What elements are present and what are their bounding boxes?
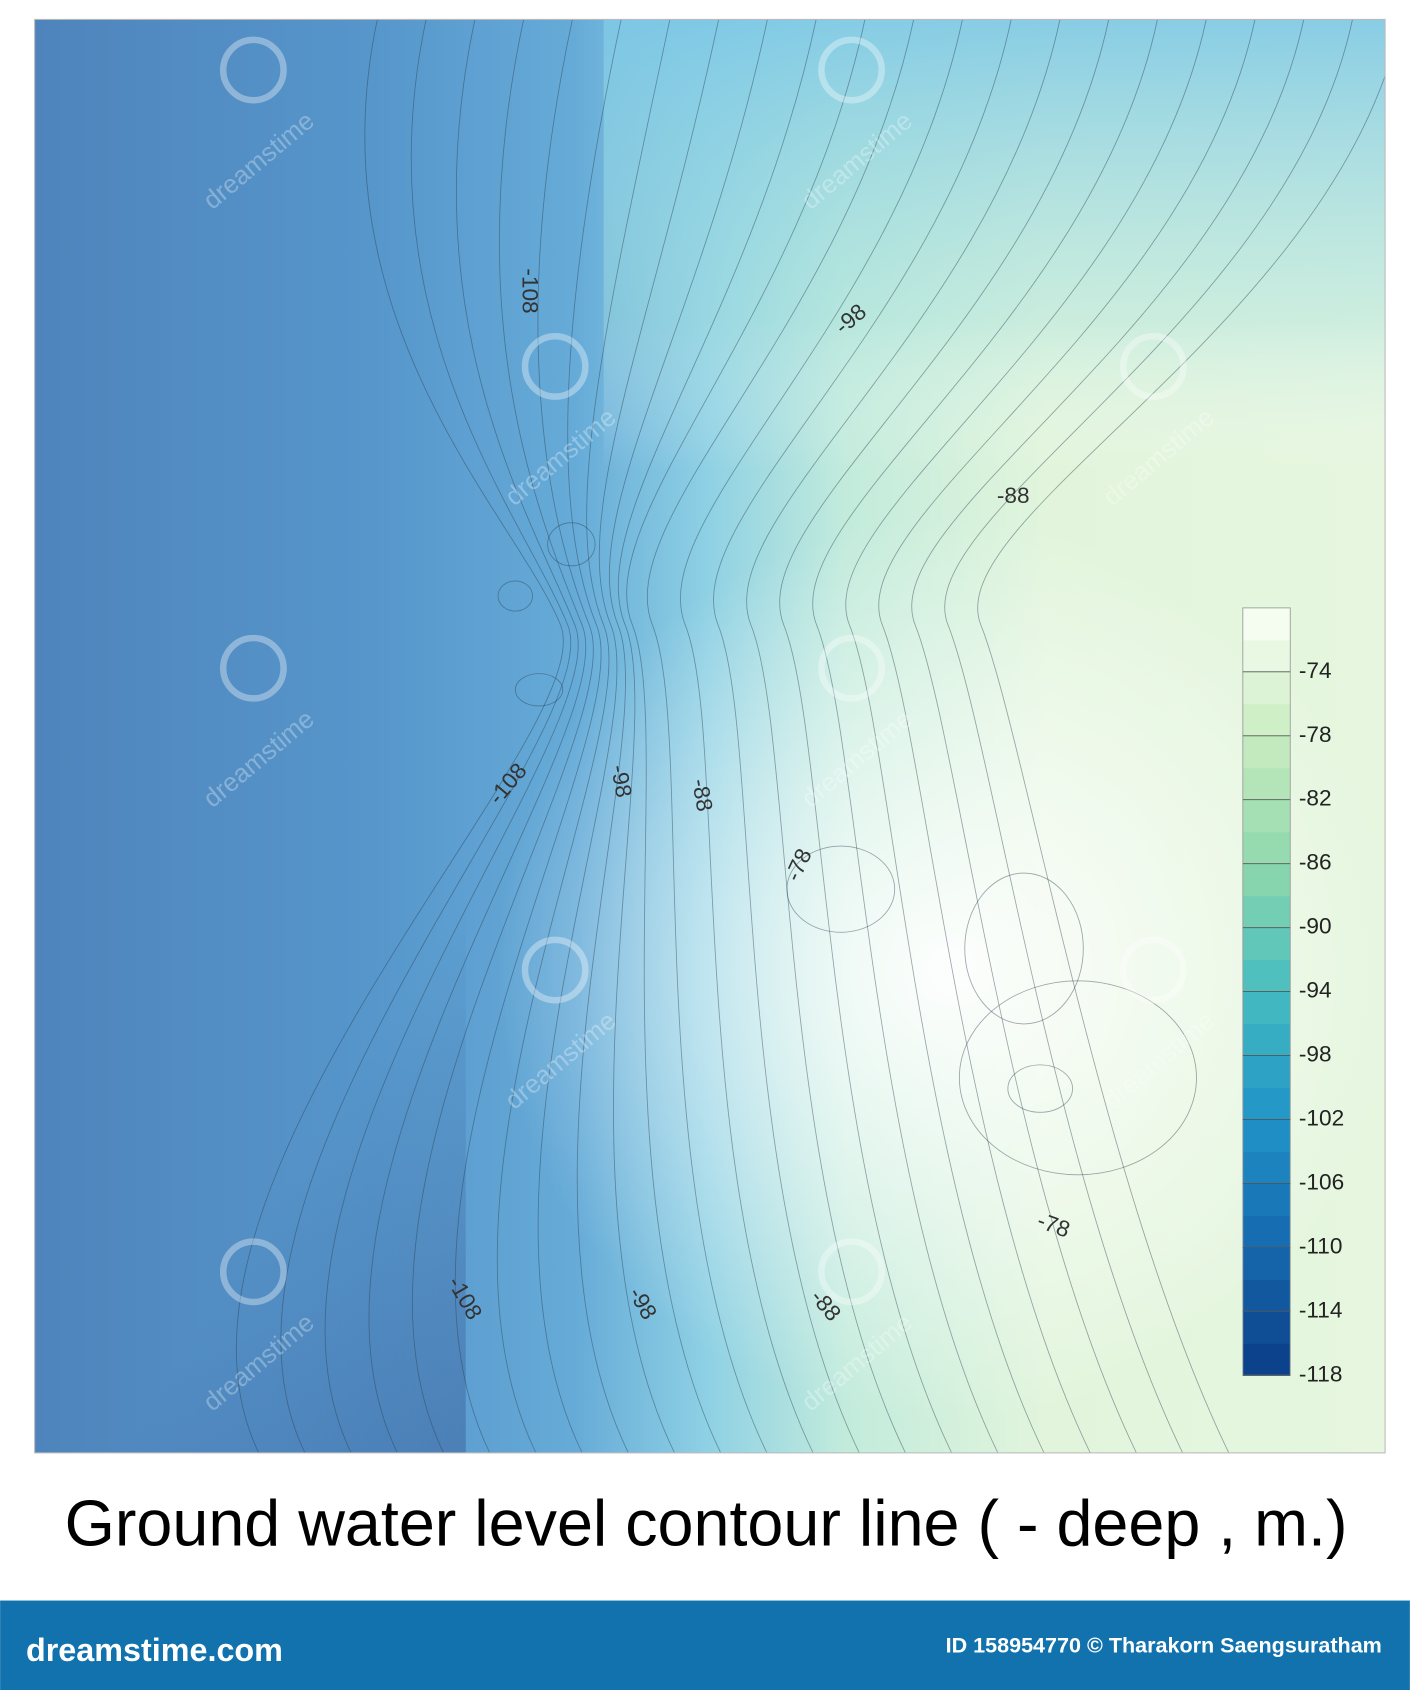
contour-line xyxy=(626,19,866,1453)
colorbar-band xyxy=(1242,863,1291,897)
watermark-logo xyxy=(818,634,885,702)
colorbar-band xyxy=(1242,1215,1291,1248)
watermark-logo xyxy=(219,36,287,104)
contour-loop xyxy=(497,580,533,612)
plot-area xyxy=(34,19,1386,1453)
colorbar-band xyxy=(1242,1247,1291,1280)
colorbar-band xyxy=(1242,607,1291,641)
watermark-logo xyxy=(818,1238,885,1306)
contour-loop xyxy=(964,872,1084,1025)
contour-line xyxy=(746,19,1061,1453)
colorbar-tick-label: -90 xyxy=(1299,914,1332,939)
contour-line xyxy=(454,19,622,1453)
chart-title: Ground water level contour line ( - deep… xyxy=(65,1486,1348,1559)
contour-line xyxy=(576,19,768,1453)
colorbar-band xyxy=(1242,1183,1291,1216)
contour-line xyxy=(324,19,579,1453)
contour-line xyxy=(944,19,1353,1453)
watermark-logo xyxy=(818,36,885,104)
watermark-logo xyxy=(219,634,287,702)
contour-line xyxy=(280,19,571,1453)
colorbar-band xyxy=(1242,1151,1291,1184)
colorbar-band xyxy=(1242,831,1291,865)
watermark-logo xyxy=(1119,333,1187,400)
colorbar-band xyxy=(1242,671,1291,705)
contour-line xyxy=(977,74,1386,1453)
contour-line xyxy=(235,19,564,1453)
colorbar-band xyxy=(1242,1311,1291,1344)
contour-line xyxy=(646,19,915,1453)
contour-line xyxy=(496,19,671,1453)
colorbar-tick-label: -110 xyxy=(1299,1233,1343,1258)
contour-line xyxy=(537,19,720,1453)
colorbar-tick-label: -98 xyxy=(1299,1042,1332,1067)
contour-label: -98 xyxy=(606,763,636,800)
contour-loop xyxy=(514,673,564,707)
contour-line xyxy=(911,19,1305,1453)
colorbar-tick-label: -82 xyxy=(1299,786,1332,811)
colorbar-tick-label: -94 xyxy=(1299,978,1332,1003)
colorbar-tick-label: -114 xyxy=(1299,1297,1343,1322)
colorbar-band xyxy=(1242,703,1291,737)
watermark-logo xyxy=(219,1238,287,1306)
colorbar-tick-label: -106 xyxy=(1299,1169,1344,1194)
colorbar-band xyxy=(1242,927,1291,961)
contour-line xyxy=(713,19,1012,1453)
contour-label: -88 xyxy=(997,483,1030,508)
colorbar-tick-label: -74 xyxy=(1299,658,1332,683)
colorbar-band xyxy=(1242,1087,1291,1121)
colorbar-band xyxy=(1242,1279,1291,1312)
contour-loop xyxy=(1007,1064,1073,1113)
contour-line xyxy=(368,19,587,1453)
colorbar-band xyxy=(1242,1055,1291,1089)
colorbar-band xyxy=(1242,767,1291,801)
colorbar-band xyxy=(1242,991,1291,1025)
footer-bar xyxy=(0,1600,1410,1690)
contour-line xyxy=(412,19,594,1453)
footer-credit: ID 158954770 © Tharakorn Saengsuratham xyxy=(946,1633,1382,1658)
colorbar-band xyxy=(1242,735,1291,769)
watermark-logo xyxy=(1119,936,1187,1004)
colorbar-tick-label: -86 xyxy=(1299,850,1332,875)
watermark-logo xyxy=(521,936,589,1004)
colorbar-tick-label: -102 xyxy=(1299,1105,1344,1130)
contour-line xyxy=(680,19,963,1453)
colorbar-tick-label: -118 xyxy=(1299,1361,1343,1386)
contour-loop xyxy=(958,980,1197,1176)
contour-line xyxy=(812,19,1158,1453)
colorbar-band xyxy=(1242,959,1291,993)
colorbar-band xyxy=(1242,1023,1291,1057)
colorbar-band xyxy=(1242,799,1291,833)
contour-line xyxy=(779,19,1110,1453)
contour-label: -88 xyxy=(687,777,717,814)
watermark-logo xyxy=(521,333,589,400)
contour-line xyxy=(878,19,1256,1453)
contour-line xyxy=(613,19,817,1453)
field-dark xyxy=(34,754,466,1453)
colorbar-band xyxy=(1242,895,1291,929)
colorbar-band xyxy=(1242,1343,1291,1376)
footer-site: dreamstime.com xyxy=(26,1632,283,1668)
contour-label: -108 xyxy=(517,268,542,313)
colorbar-band xyxy=(1242,639,1291,673)
colorbar-band xyxy=(1242,1119,1291,1152)
contour-line xyxy=(845,19,1207,1453)
contour-loop xyxy=(786,845,896,933)
contour-loop xyxy=(547,522,596,567)
plot-frame xyxy=(34,18,1386,1454)
colorbar-tick-label: -78 xyxy=(1299,722,1332,747)
